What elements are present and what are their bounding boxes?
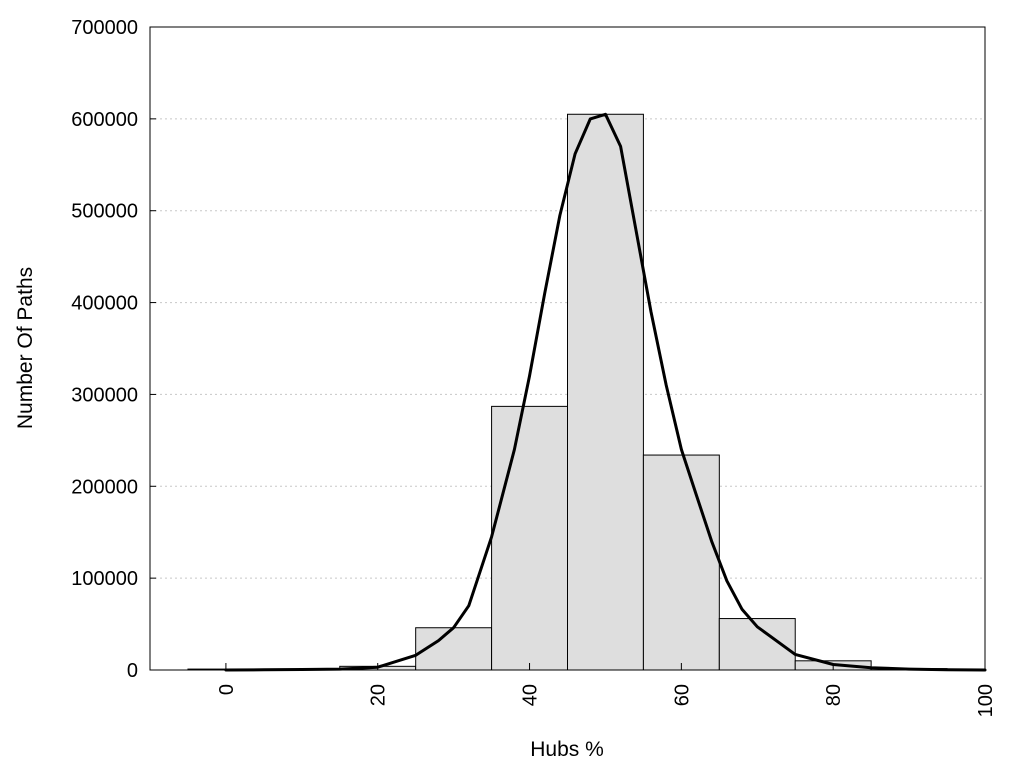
histogram-bars [187,113,948,671]
x-tick-label: 100 [975,684,997,717]
x-axis-ticks: 0 20 40 60 80 100 [216,663,997,717]
y-tick-label: 700000 [71,17,138,39]
y-tick-label: 0 [127,660,138,682]
histogram-bar [567,113,644,671]
x-tick-label: 20 [368,684,390,706]
x-tick-label: 60 [671,684,693,706]
y-tick-label: 600000 [71,109,138,131]
x-tick-label: 0 [216,684,238,695]
y-axis-ticks: 0 100000 200000 300000 400000 500000 600000 700… [71,17,156,682]
histogram-bar [642,454,720,671]
x-tick-label: 40 [520,684,542,706]
x-tick-label: 80 [823,684,845,706]
y-tick-label: 500000 [71,201,138,223]
y-tick-label: 300000 [71,384,138,406]
y-tick-label: 400000 [71,293,138,315]
plot-frame [149,26,986,671]
x-axis-label: Hubs % [530,738,604,761]
histogram-bar [491,405,568,671]
distribution-curve [224,112,987,672]
grid-lines [150,118,985,579]
y-tick-label: 200000 [71,476,138,498]
y-axis-label: Number Of Paths [14,267,37,429]
y-tick-label: 100000 [71,568,138,590]
